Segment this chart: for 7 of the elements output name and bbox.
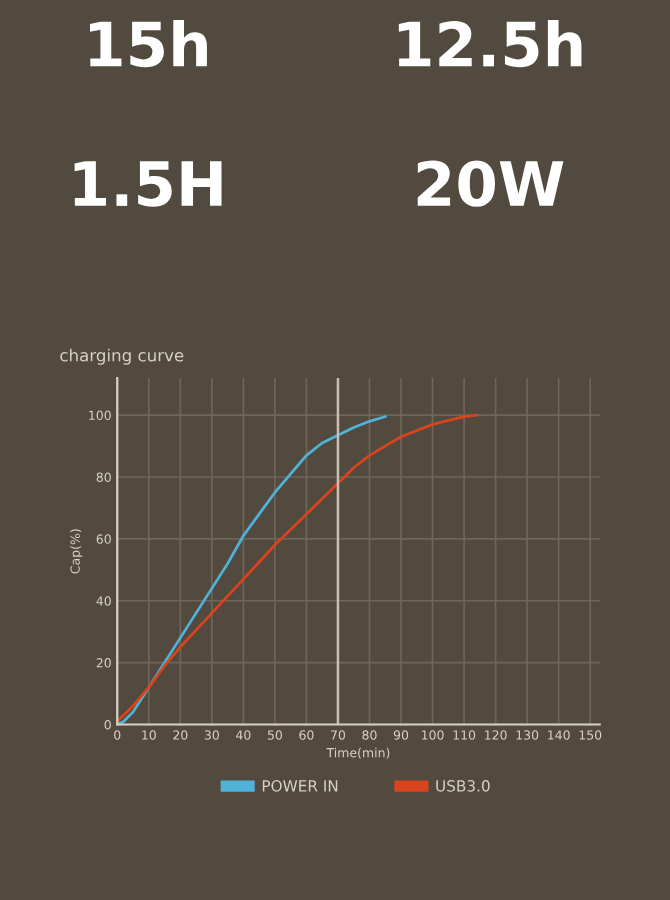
text: 1.5H [74, 161, 222, 207]
line-series [117, 415, 387, 725]
text: 15h [90, 19, 207, 68]
chart-title: charging curve [60, 348, 184, 365]
line-series [117, 413, 479, 723]
text: 12.5h [398, 19, 582, 68]
text: 20W [417, 160, 564, 207]
